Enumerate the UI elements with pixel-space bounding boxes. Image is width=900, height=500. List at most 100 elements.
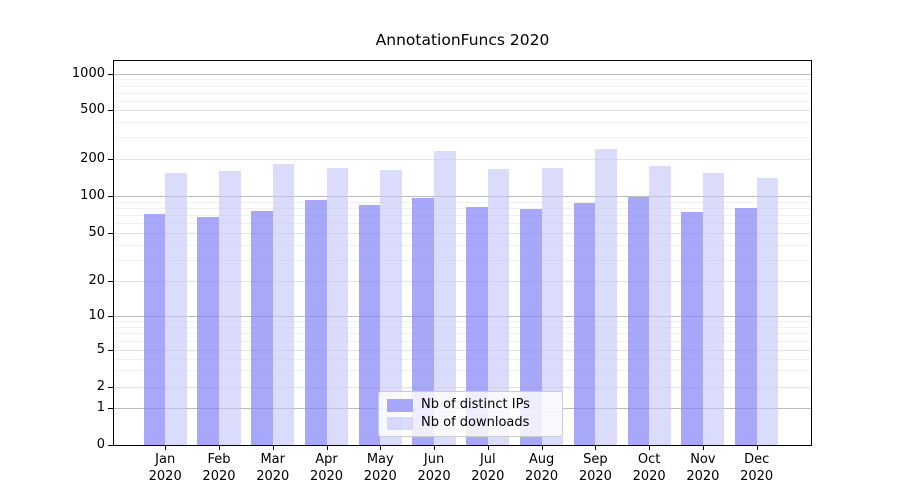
bar-downloads-jan	[165, 172, 187, 445]
gridline-20	[113, 281, 812, 282]
bar-downloads-feb	[218, 170, 241, 445]
y-tick-label-1000: 1000	[71, 66, 105, 81]
gridline-minor-3	[113, 370, 812, 372]
gridline-minor-400	[113, 121, 812, 123]
bar-distinct-ips-may	[358, 205, 381, 445]
x-tick-label-feb: Feb 2020	[202, 452, 236, 484]
bar-downloads-nov	[702, 173, 725, 445]
y-tick-label-200: 200	[80, 151, 105, 166]
gridline-minor-80	[113, 207, 812, 209]
y-tick-label-10: 10	[88, 308, 105, 323]
x-tick-apr	[326, 446, 328, 450]
x-tick-label-may: May 2020	[363, 452, 397, 484]
gridline-minor-90	[113, 201, 812, 203]
bar-distinct-ips-oct	[627, 196, 650, 445]
x-tick-sep	[595, 446, 597, 450]
bar-downloads-dec	[756, 178, 779, 445]
gridline-minor-8	[113, 326, 812, 328]
x-tick-may	[380, 446, 382, 450]
gridline-5	[113, 349, 812, 351]
y-tick-label-100: 100	[80, 188, 105, 203]
bar-downloads-sep	[595, 148, 617, 445]
bar-distinct-ips-feb	[197, 217, 219, 445]
gridline-minor-700	[113, 92, 812, 94]
x-tick-nov	[702, 446, 704, 450]
gridline-2	[113, 386, 812, 388]
x-tick-aug	[541, 446, 543, 450]
y-tick-1	[108, 408, 113, 409]
y-tick-1000	[108, 74, 113, 75]
right-spine	[811, 60, 812, 446]
gridline-minor-4	[113, 358, 812, 360]
x-tick-oct	[649, 446, 651, 450]
gridline-minor-7	[113, 333, 812, 335]
legend-entry-distinct-ips: Nb of distinct IPs	[387, 396, 554, 414]
gridline-minor-9	[113, 321, 812, 323]
bar-distinct-ips-jun	[412, 198, 435, 445]
plot-area	[113, 60, 812, 445]
y-tick-label-2: 2	[96, 378, 105, 394]
gridline-minor-800	[113, 85, 812, 87]
legend-entry-downloads: Nb of downloads	[387, 414, 554, 432]
x-tick-label-jan: Jan 2020	[148, 452, 182, 484]
x-tick-jul	[487, 446, 489, 450]
x-tick-label-nov: Nov 2020	[686, 452, 720, 484]
gridline-minor-40	[113, 244, 812, 246]
x-tick-label-sep: Sep 2020	[578, 452, 612, 484]
y-tick-label-5: 5	[96, 341, 105, 357]
x-tick-label-dec: Dec 2020	[740, 452, 774, 484]
y-tick-label-500: 500	[80, 102, 105, 117]
bar-distinct-ips-jul	[466, 207, 488, 445]
bar-distinct-ips-jan	[143, 214, 166, 445]
gridline-minor-60	[113, 223, 812, 225]
chart-title: AnnotationFuncs 2020	[375, 31, 550, 49]
x-tick-dec	[756, 446, 758, 450]
x-tick-mar	[272, 446, 274, 450]
bar-distinct-ips-apr	[304, 199, 327, 445]
gridline-major-100	[113, 196, 812, 197]
y-tick-500	[108, 110, 113, 111]
gridline-500	[113, 110, 812, 111]
y-tick-label-1: 1	[96, 400, 105, 415]
x-tick-label-mar: Mar 2020	[256, 452, 290, 484]
gridline-major-1000	[113, 74, 812, 75]
x-tick-label-jun: Jun 2020	[417, 452, 451, 484]
y-tick-5	[108, 349, 113, 351]
gridline-200	[113, 159, 812, 160]
legend-label-downloads: Nb of downloads	[421, 415, 530, 430]
bar-distinct-ips-aug	[519, 208, 542, 445]
bar-distinct-ips-dec	[735, 207, 757, 445]
x-tick-jan	[165, 446, 167, 450]
y-tick-2	[108, 386, 113, 388]
y-tick-label-20: 20	[88, 273, 105, 288]
gridline-minor-70	[113, 215, 812, 217]
gridline-minor-30	[113, 259, 812, 261]
bar-downloads-aug	[541, 168, 564, 445]
x-tick-label-jul: Jul 2020	[471, 452, 505, 484]
y-tick-label-0: 0	[96, 437, 105, 452]
gridline-minor-900	[113, 79, 812, 81]
gridline-minor-600	[113, 100, 812, 102]
gridline-major-10	[113, 316, 812, 317]
x-tick-label-apr: Apr 2020	[309, 452, 344, 484]
bar-distinct-ips-sep	[573, 203, 596, 445]
legend-swatch-distinct-ips	[387, 398, 413, 412]
x-tick-jun	[434, 446, 436, 450]
x-tick-label-oct: Oct 2020	[632, 452, 666, 484]
bar-distinct-ips-mar	[251, 211, 273, 445]
y-tick-20	[108, 281, 113, 282]
bar-downloads-may	[380, 169, 402, 445]
bar-downloads-apr	[326, 167, 349, 445]
legend-label-distinct-ips: Nb of distinct IPs	[421, 397, 530, 412]
x-tick-feb	[218, 446, 220, 450]
y-tick-100	[108, 196, 113, 197]
top-spine	[113, 60, 812, 61]
left-spine	[113, 60, 114, 446]
gridline-minor-6	[113, 340, 812, 342]
gridline-50	[113, 233, 812, 234]
y-tick-label-50: 50	[88, 225, 105, 240]
bar-downloads-jul	[487, 169, 510, 445]
x-tick-label-aug: Aug 2020	[525, 452, 559, 484]
legend: Nb of distinct IPs Nb of downloads	[378, 391, 563, 437]
